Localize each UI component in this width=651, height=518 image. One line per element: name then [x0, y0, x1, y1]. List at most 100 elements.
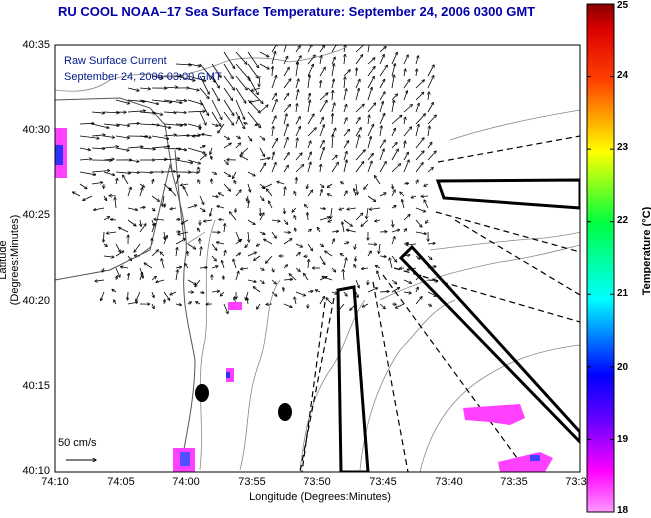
current-vector: [319, 93, 328, 101]
current-vector: [307, 64, 314, 77]
current-vector: [187, 279, 196, 285]
current-vector: [355, 255, 356, 261]
current-vector: [152, 179, 154, 185]
current-vector: [326, 298, 333, 305]
current-vector: [367, 288, 378, 293]
current-vector: [271, 279, 276, 284]
current-vector: [344, 77, 345, 89]
current-vector: [355, 279, 359, 288]
current-vector: [103, 159, 114, 160]
current-vector: [202, 134, 213, 137]
current-vector: [403, 105, 412, 113]
current-vector: [199, 111, 206, 125]
current-vector: [199, 99, 209, 116]
scale-label: 50 cm/s: [58, 437, 97, 449]
y-tick-label: 40:30: [22, 124, 50, 136]
current-vector: [234, 181, 236, 185]
current-vector: [340, 254, 345, 256]
current-vector: [271, 138, 278, 149]
current-vector: [211, 266, 218, 268]
current-vector: [404, 141, 405, 149]
current-vector: [319, 67, 325, 77]
current-vector: [292, 207, 297, 212]
current-vector: [354, 265, 356, 269]
current-vector: [247, 171, 255, 176]
current-vector: [403, 55, 408, 65]
current-vector: [319, 255, 325, 265]
current-vector: [259, 51, 269, 57]
current-vector: [247, 111, 261, 128]
current-vector: [175, 147, 187, 150]
current-vector: [355, 88, 359, 101]
current-vector: [404, 69, 406, 77]
current-vector: [402, 200, 405, 209]
current-vector: [103, 244, 107, 247]
current-vector: [283, 105, 291, 113]
current-vector: [375, 266, 381, 269]
current-vector: [263, 183, 273, 188]
current-vector: [235, 75, 247, 90]
current-vector: [247, 279, 256, 282]
current-vector: [271, 99, 277, 113]
current-vector: [427, 115, 436, 125]
current-vector: [355, 162, 364, 173]
current-vector: [256, 244, 261, 246]
current-vector: [187, 87, 199, 90]
current-vector: [415, 92, 424, 101]
current-vector: [185, 264, 189, 269]
current-vector: [199, 63, 215, 82]
current-vector: [307, 141, 311, 149]
current-vector: [163, 148, 181, 149]
current-vector: [404, 117, 405, 125]
current-vector: [411, 196, 417, 198]
current-vector: [127, 207, 138, 210]
legend-title: Raw Surface Current: [64, 55, 167, 67]
current-vector: [283, 165, 288, 173]
current-vector: [200, 247, 201, 257]
current-vector: [319, 117, 323, 125]
current-vector: [283, 219, 288, 224]
current-vector: [271, 291, 277, 296]
current-vector: [136, 291, 141, 301]
current-vector: [283, 114, 287, 125]
current-vector: [319, 140, 324, 149]
current-vector: [421, 196, 429, 197]
current-vector: [317, 227, 321, 233]
current-vector: [319, 243, 324, 247]
legend-timestamp: September 24, 2006 03:00 GMT: [64, 71, 222, 83]
current-vector: [235, 239, 242, 245]
current-vector: [284, 207, 285, 214]
current-vector: [211, 124, 218, 126]
current-vector: [247, 298, 248, 305]
current-vector: [284, 187, 285, 197]
current-vector: [415, 207, 426, 212]
current-vector: [199, 146, 205, 149]
current-vector: [271, 51, 275, 65]
current-vector: [247, 75, 258, 95]
current-vector: [128, 273, 129, 281]
colorbar-tick-label: 24: [617, 70, 629, 81]
current-vector: [211, 179, 212, 185]
current-vector: [379, 256, 386, 257]
current-vector: [379, 113, 385, 125]
current-vector: [331, 231, 339, 232]
current-vector: [222, 261, 225, 269]
current-vector: [216, 242, 225, 244]
current-vector: [296, 104, 297, 113]
current-vector: [342, 222, 345, 233]
current-vector: [210, 207, 213, 216]
current-vector: [259, 231, 265, 234]
current-vector: [245, 243, 249, 248]
current-vector: [199, 87, 209, 99]
current-vector: [400, 192, 405, 197]
current-vector: [187, 205, 197, 209]
current-vector: [259, 63, 269, 69]
current-vector: [204, 220, 213, 221]
current-vector: [266, 189, 273, 197]
current-vector: [355, 135, 360, 149]
current-vector: [139, 224, 146, 233]
current-vector: [259, 213, 264, 221]
current-vector: [241, 147, 249, 154]
current-vector: [307, 152, 311, 161]
current-vector: [391, 149, 398, 161]
